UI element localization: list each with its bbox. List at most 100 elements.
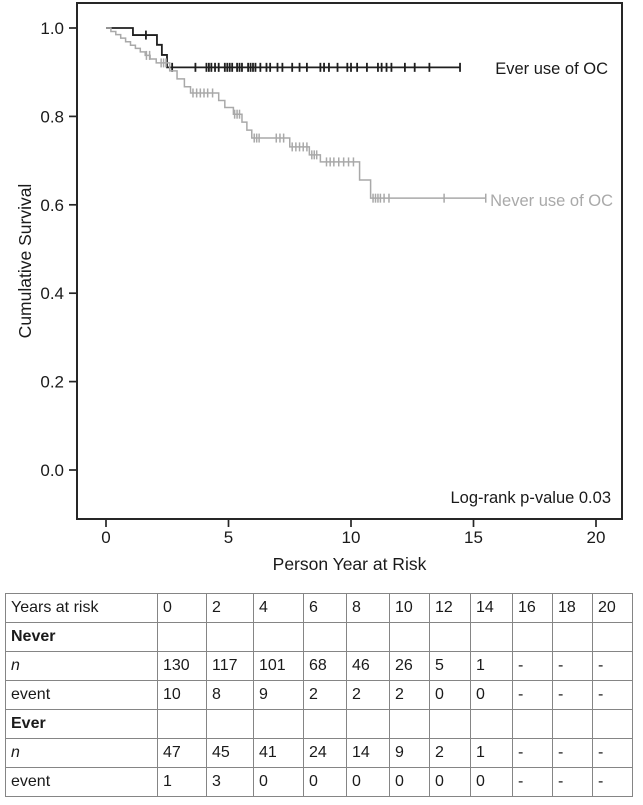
risk-table-row-2-cell: - bbox=[592, 680, 633, 710]
risk-table-row-5-cell: 0 bbox=[389, 767, 430, 797]
risk-table-row-1: n 130 117 101 68 46 26 5 1- - - bbox=[5, 651, 633, 681]
risk-table-row-4-cell: - bbox=[552, 738, 593, 768]
risk-table-row-0-cell bbox=[253, 622, 304, 652]
risk-table-row-5-cell: 0 bbox=[303, 767, 347, 797]
y-axis-tick-label: 0.6 bbox=[40, 196, 64, 215]
risk-table-header-row-cell: 18 bbox=[552, 593, 593, 623]
risk-table-row-0-cell bbox=[512, 622, 553, 652]
risk-table-row-2-cell: 0 bbox=[429, 680, 471, 710]
risk-table-row-5-cell: 0 bbox=[346, 767, 390, 797]
numbers-at-risk-table: Years at risk 0 2 4 6 8 10 12 14 16 18 20 Never n 130 1… bbox=[5, 593, 633, 797]
risk-table-row-0: Never bbox=[5, 622, 633, 652]
risk-table-row-4-cell: 2 bbox=[429, 738, 471, 768]
risk-table-row-4-cell: - bbox=[592, 738, 633, 768]
logrank-pvalue-annotation: Log-rank p-value 0.03 bbox=[450, 489, 611, 507]
risk-table-header-row-cell: 10 bbox=[389, 593, 430, 623]
survival-curve-never bbox=[106, 27, 486, 199]
y-axis-tick-label: 0.8 bbox=[40, 107, 64, 126]
risk-table-row-5-cell: 0 bbox=[429, 767, 471, 797]
risk-table-row-2-cell: 8 bbox=[206, 680, 254, 710]
risk-table-row-2-cell: 9 bbox=[253, 680, 304, 710]
x-axis-title: Person Year at Risk bbox=[273, 554, 427, 574]
risk-table-row-1-cell: 5 bbox=[429, 651, 471, 681]
risk-table-row-0-cell bbox=[389, 622, 430, 652]
risk-table-row-2: event 10 8 9 2 2 2 0 0- - - bbox=[5, 680, 633, 710]
risk-table-row-5-cell: 0 bbox=[470, 767, 513, 797]
risk-table-row-0-cell bbox=[470, 622, 513, 652]
risk-table-row-2-cell: 0 bbox=[470, 680, 513, 710]
risk-table-row-3-cell bbox=[303, 709, 347, 739]
risk-table-row-4-cell: 9 bbox=[389, 738, 430, 768]
risk-table-row-1-cell: - bbox=[512, 651, 553, 681]
risk-table-row-5-cell: 1 bbox=[157, 767, 207, 797]
risk-table-row-5-label: event bbox=[5, 767, 158, 797]
risk-table-row-0-cell bbox=[157, 622, 207, 652]
risk-table-row-2-cell: - bbox=[552, 680, 593, 710]
risk-table-row-2-cell: - bbox=[512, 680, 553, 710]
risk-table-header-row-cell: 16 bbox=[512, 593, 553, 623]
risk-table-row-1-cell: 1 bbox=[470, 651, 513, 681]
risk-table-row-1-cell: 68 bbox=[303, 651, 347, 681]
risk-table-row-5-cell: - bbox=[512, 767, 553, 797]
risk-table-row-1-cell: 26 bbox=[389, 651, 430, 681]
risk-table-row-0-cell bbox=[429, 622, 471, 652]
risk-table-row-4-cell: 24 bbox=[303, 738, 347, 768]
risk-table-header-row-cell: 6 bbox=[303, 593, 347, 623]
y-axis-tick-label: 0.4 bbox=[40, 284, 64, 303]
y-axis-title: Cumulative Survival bbox=[15, 184, 35, 339]
risk-table-row-1-cell: - bbox=[592, 651, 633, 681]
x-axis-tick-label: 5 bbox=[224, 528, 233, 547]
risk-table-header-row-label: Years at risk bbox=[5, 593, 158, 623]
risk-table-header-row-cell: 4 bbox=[253, 593, 304, 623]
risk-table-header-row-cell: 0 bbox=[157, 593, 207, 623]
risk-table-row-1-cell: 101 bbox=[253, 651, 304, 681]
risk-table-row-0-cell bbox=[592, 622, 633, 652]
risk-table-row-3-cell bbox=[512, 709, 553, 739]
risk-table-row-3-cell bbox=[346, 709, 390, 739]
risk-table-row-3-cell bbox=[429, 709, 471, 739]
risk-table-row-1-cell: 46 bbox=[346, 651, 390, 681]
risk-table-header-row-cell: 20 bbox=[592, 593, 633, 623]
x-axis-tick-label: 20 bbox=[587, 528, 606, 547]
risk-table-row-4: n 47 45 41 24 14 9 2 1- - - bbox=[5, 738, 633, 768]
y-axis-tick-label: 0.0 bbox=[40, 461, 64, 480]
risk-table-row-1-cell: - bbox=[552, 651, 593, 681]
risk-table-header-row-cell: 2 bbox=[206, 593, 254, 623]
risk-table-row-3-cell bbox=[389, 709, 430, 739]
plot-frame bbox=[76, 2, 623, 520]
x-axis-tick-label: 15 bbox=[464, 528, 483, 547]
risk-table-row-4-cell: 41 bbox=[253, 738, 304, 768]
y-axis-tick-label: 1.0 bbox=[40, 19, 64, 38]
risk-table-header-row-cell: 8 bbox=[346, 593, 390, 623]
risk-table-row-2-cell: 2 bbox=[303, 680, 347, 710]
risk-table-header-row-cell: 14 bbox=[470, 593, 513, 623]
series-label-never: Never use of OC bbox=[490, 192, 613, 210]
risk-table-row-4-label: n bbox=[5, 738, 158, 768]
risk-table-row-2-cell: 2 bbox=[389, 680, 430, 710]
risk-table-row-3-cell bbox=[206, 709, 254, 739]
risk-table-row-3: Ever bbox=[5, 709, 633, 739]
risk-table-row-1-label: n bbox=[5, 651, 158, 681]
risk-table-row-4-cell: 1 bbox=[470, 738, 513, 768]
risk-table-row-3-label: Ever bbox=[5, 709, 158, 739]
risk-table-row-2-cell: 2 bbox=[346, 680, 390, 710]
risk-table-row-3-cell bbox=[470, 709, 513, 739]
series-label-ever: Ever use of OC bbox=[495, 60, 608, 78]
risk-table-row-5: event 1 3 0 0 0 0 0 0- - - bbox=[5, 767, 633, 797]
risk-table-row-5-cell: 0 bbox=[253, 767, 304, 797]
risk-table-row-0-cell bbox=[552, 622, 593, 652]
x-axis-tick-label: 10 bbox=[342, 528, 361, 547]
risk-table-row-4-cell: 47 bbox=[157, 738, 207, 768]
survival-curve-ever bbox=[106, 27, 461, 69]
y-axis-tick-label: 0.2 bbox=[40, 373, 64, 392]
risk-table-row-1-cell: 117 bbox=[206, 651, 254, 681]
risk-table-row-3-cell bbox=[253, 709, 304, 739]
risk-table-row-2-cell: 10 bbox=[157, 680, 207, 710]
risk-table-row-0-label: Never bbox=[5, 622, 158, 652]
risk-table-row-2-label: event bbox=[5, 680, 158, 710]
risk-table-row-4-cell: - bbox=[512, 738, 553, 768]
risk-table-row-0-cell bbox=[346, 622, 390, 652]
risk-table-row-0-cell bbox=[206, 622, 254, 652]
risk-table-row-3-cell bbox=[157, 709, 207, 739]
